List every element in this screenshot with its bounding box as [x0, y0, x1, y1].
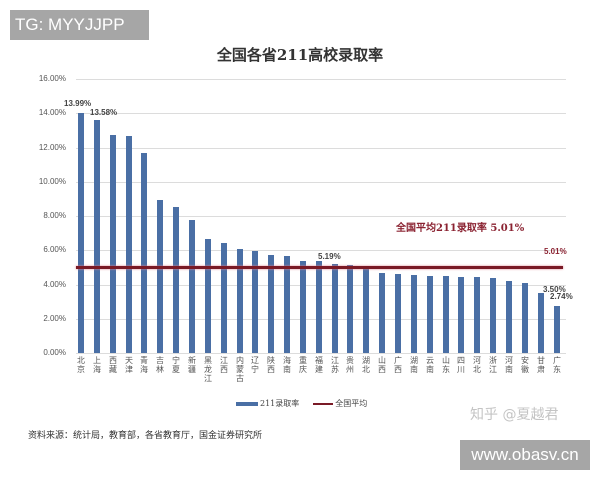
bar — [300, 261, 306, 353]
bar — [538, 293, 544, 353]
y-tick-label: 2.00% — [43, 314, 66, 323]
gridline — [76, 216, 566, 217]
chart-title: 全国各省211高校录取率 — [216, 46, 384, 64]
bar — [189, 220, 195, 353]
x-tick-label: 北京 — [77, 356, 85, 374]
x-tick-label: 天津 — [125, 356, 133, 374]
bar — [554, 306, 560, 353]
bar — [205, 239, 211, 353]
bar — [506, 281, 512, 353]
x-tick-label: 江西 — [220, 356, 228, 374]
bar — [284, 256, 290, 353]
x-tick-label: 湖南 — [410, 356, 418, 374]
y-tick-label: 0.00% — [43, 348, 66, 357]
bar — [347, 265, 353, 353]
y-tick-label: 14.00% — [38, 108, 66, 117]
gridline — [76, 148, 566, 149]
gridline — [76, 182, 566, 183]
x-tick-label: 山西 — [378, 356, 386, 374]
x-tick-label: 广东 — [553, 356, 561, 374]
x-tick-label: 浙江 — [489, 356, 497, 374]
bar — [458, 277, 464, 353]
bar — [268, 255, 274, 353]
chart-legend: 211录取率 全国平均 — [236, 398, 367, 409]
y-tick-label: 10.00% — [38, 177, 66, 186]
y-tick-label: 6.00% — [43, 245, 66, 254]
x-tick-label: 海南 — [283, 356, 291, 374]
x-tick-label: 四川 — [457, 356, 465, 374]
bar — [252, 251, 258, 353]
bar — [221, 243, 227, 353]
legend-line-swatch — [313, 402, 334, 405]
x-tick-label: 甘肃 — [537, 356, 545, 374]
bar — [173, 207, 179, 353]
x-tick-label: 青海 — [140, 356, 148, 374]
legend-line-label: 全国平均 — [335, 399, 368, 408]
data-label: 2.74% — [550, 292, 573, 301]
bar — [141, 153, 147, 353]
x-tick-label: 宁夏 — [172, 356, 180, 374]
x-tick-label: 辽宁 — [251, 356, 259, 374]
x-tick-label: 山东 — [442, 356, 450, 374]
y-tick-label: 16.00% — [38, 74, 66, 83]
x-tick-label: 福建 — [315, 356, 323, 374]
bar — [126, 136, 132, 353]
x-tick-label: 上海 — [93, 356, 101, 374]
bar — [110, 135, 116, 353]
bar — [157, 200, 163, 353]
bar — [490, 278, 496, 353]
bar — [395, 274, 401, 353]
bar — [78, 113, 84, 353]
x-tick-label: 湖北 — [362, 356, 370, 374]
source-note: 资料来源：统计局，教育部，各省教育厅，国金证券研究所 — [28, 431, 263, 441]
x-tick-label: 河北 — [473, 356, 481, 374]
bar — [427, 276, 433, 353]
legend-bar-label: 211录取率 — [260, 399, 300, 408]
y-tick-label: 4.00% — [43, 280, 66, 289]
x-tick-label: 江苏 — [331, 356, 339, 374]
watermark-tg: TG: MYYJJPP — [10, 10, 149, 40]
bar — [522, 283, 528, 353]
x-tick-label: 河南 — [505, 356, 513, 374]
x-tick-label: 新疆 — [188, 356, 196, 374]
gridline — [76, 113, 566, 114]
legend-bar-swatch — [236, 401, 258, 406]
x-tick-label: 陕西 — [267, 356, 275, 374]
average-annotation: 全国平均211录取率 5.01% — [396, 223, 525, 234]
bar — [94, 120, 100, 353]
gridline — [76, 79, 566, 80]
watermark-site: www.obasv.cn — [460, 440, 590, 470]
data-label: 13.99% — [64, 99, 92, 108]
bar — [443, 276, 449, 353]
x-tick-label: 西藏 — [109, 356, 117, 374]
bar — [237, 249, 243, 353]
watermark-zhihu: 知乎 @夏越君 — [470, 407, 559, 423]
gridline — [76, 353, 566, 354]
average-end-label: 5.01% — [544, 247, 567, 256]
bar — [474, 277, 480, 353]
x-tick-label: 安徽 — [521, 356, 529, 374]
average-line — [76, 266, 563, 269]
x-tick-label: 内蒙古 — [236, 356, 244, 383]
y-tick-label: 8.00% — [43, 211, 66, 220]
bar — [332, 264, 338, 353]
x-tick-label: 黑龙江 — [204, 356, 212, 383]
bar — [363, 266, 369, 353]
gridline — [76, 250, 566, 251]
x-tick-label: 贵州 — [346, 356, 354, 374]
bar — [411, 275, 417, 353]
bar — [379, 273, 385, 353]
x-tick-label: 重庆 — [299, 356, 307, 374]
data-label: 3.50% — [543, 285, 566, 294]
y-tick-label: 12.00% — [38, 143, 66, 152]
x-tick-label: 广西 — [394, 356, 402, 374]
x-tick-label: 吉林 — [156, 356, 164, 374]
data-label: 5.19% — [318, 252, 341, 261]
data-label: 13.58% — [90, 108, 118, 117]
bar — [316, 261, 322, 353]
x-tick-label: 云南 — [426, 356, 434, 374]
